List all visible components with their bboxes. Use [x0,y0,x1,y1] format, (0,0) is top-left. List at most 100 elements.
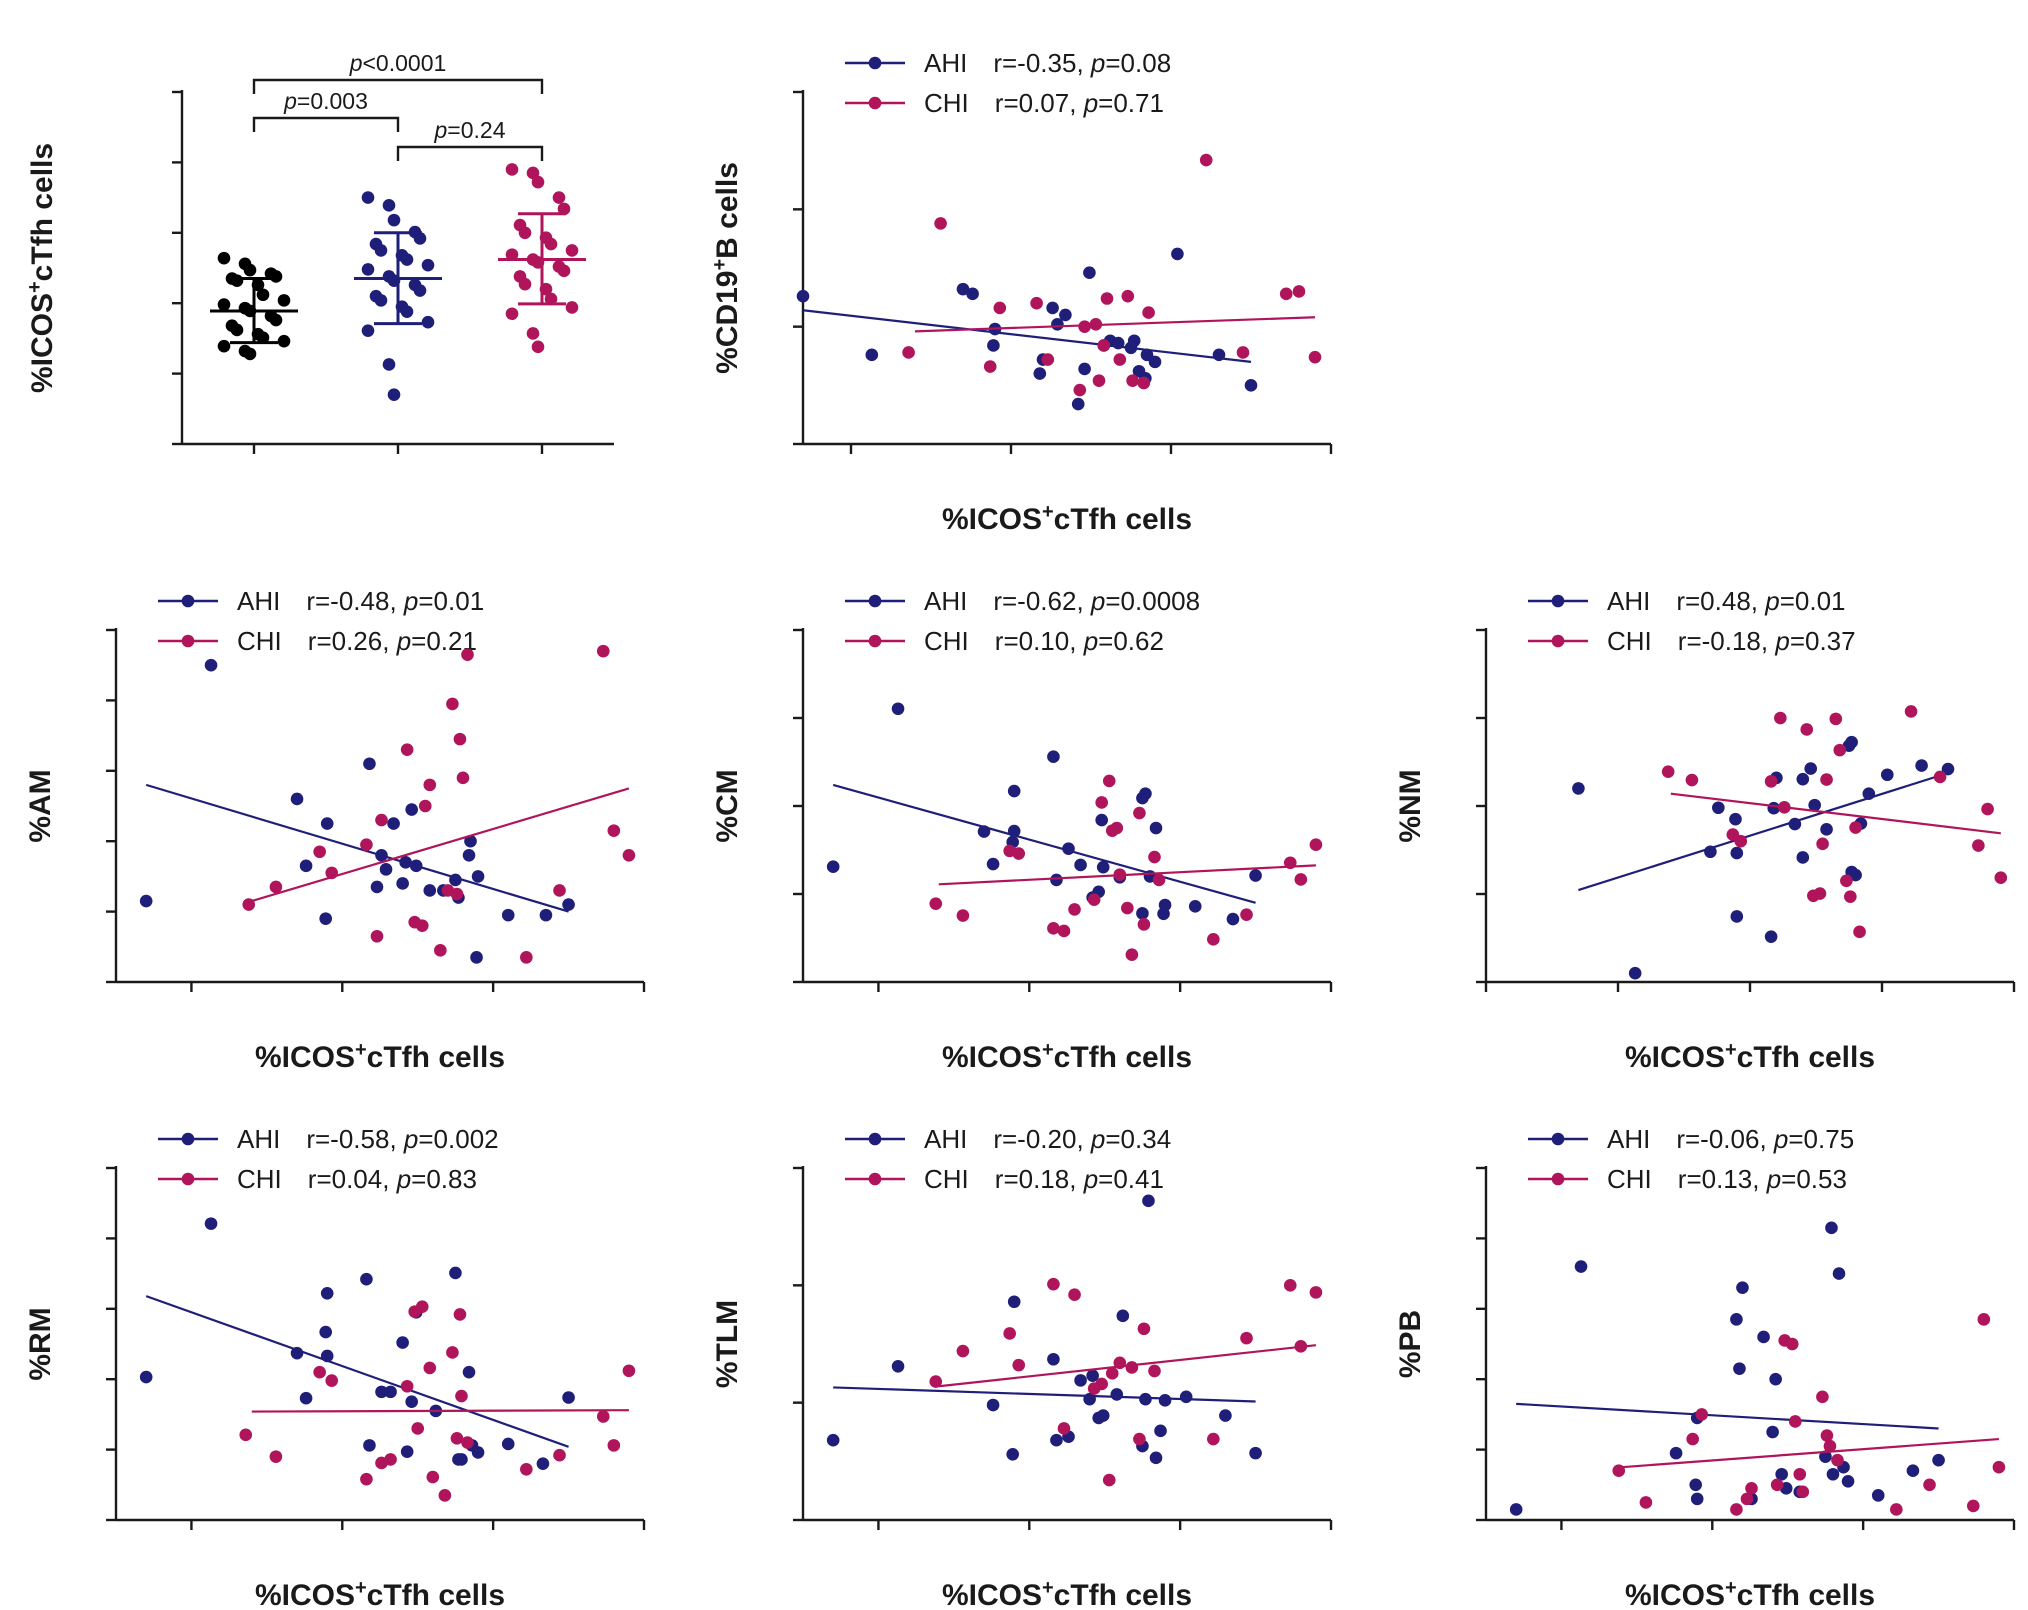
data-point [544,292,558,306]
data-point [505,307,519,321]
data-point [536,1457,550,1470]
data-point [1149,1451,1163,1465]
data-point [1249,1446,1262,1460]
data-point [1207,933,1220,946]
p-value: =0.003 [297,88,368,114]
legend-label: CHI r=0.04, p=0.83 [237,1164,477,1194]
data-point [1105,1367,1119,1380]
data-point [1087,893,1101,907]
significance-bracket [252,78,544,94]
data-point [1068,903,1081,916]
x-axis-title-sup: + [1042,501,1054,523]
legend-marker [181,594,195,608]
data-point [1813,887,1827,900]
data-point [1148,850,1161,864]
data-point [1046,301,1059,315]
data-point [453,1308,467,1321]
data-point [360,1272,373,1286]
series-ahi [826,1194,1262,1465]
data-point [471,1446,485,1459]
data-point [1047,1277,1060,1291]
data-point [1188,900,1202,913]
data-point [1137,376,1151,390]
data-point [375,1385,388,1399]
data-point [375,848,388,862]
y-axis-title-text: %ICOS [26,293,59,393]
legend-entry-chi: CHI r=0.26, p=0.21 [158,626,477,656]
y-axis-title: %NM [1394,769,1427,842]
data-point [1820,773,1833,786]
data-point [446,1346,459,1359]
data-point [462,848,476,862]
data-point [256,331,270,344]
data-point [622,1364,636,1378]
data-point [1121,289,1135,303]
data-point [1095,796,1108,809]
p-symbol: p [1083,1164,1098,1194]
data-point [983,360,997,373]
legend-stat: r=-0.20, [993,1124,1091,1154]
data-point [902,346,915,359]
data-point [421,258,435,272]
p-value: =0.0008 [1105,586,1200,616]
x-axis-title-sup: + [355,1039,367,1061]
x-axis-title-text: %ICOS [1625,1579,1725,1610]
p-value: =0.08 [1105,48,1171,78]
x-axis-title-sup: + [1042,1039,1054,1061]
data-point [501,1437,515,1451]
data-point [1073,383,1087,397]
data-point [387,817,400,830]
data-point [462,1365,476,1379]
x-axis-title-text: cTfh cells [367,1041,505,1074]
data-point [1844,890,1857,903]
data-point [1308,350,1322,364]
p-value: =0.37 [1790,626,1856,656]
data-point [1068,1288,1081,1302]
data-point [382,199,396,212]
data-point [1179,1390,1193,1404]
data-point [396,1336,409,1349]
data-point [1862,787,1876,800]
data-point [1086,1369,1099,1382]
legend-stat: r=0.10, [995,626,1084,656]
legend-label: AHI r=-0.58, p=0.002 [237,1124,499,1154]
data-point [622,848,636,862]
data-point [1740,1492,1754,1506]
data-point [1003,1327,1016,1340]
group-ahi [354,191,442,402]
data-point [256,288,270,302]
data-point [1154,1424,1167,1438]
data-point [929,897,943,910]
significance-bracket [252,116,400,132]
data-point [1994,871,2008,885]
legend-entry-chi: CHI r=0.18, p=0.41 [845,1164,1164,1194]
data-point [1690,1492,1704,1506]
legend-marker [1551,1132,1565,1146]
x-axis-title: %ICOS+cTfh cells [255,1039,505,1074]
data-point [411,1422,425,1435]
data-point [531,175,545,189]
data-point [1007,824,1021,838]
data-point [1736,1281,1749,1294]
data-point [325,1374,339,1387]
data-point [986,857,1000,871]
legend-entry-chi: CHI r=0.07, p=0.71 [845,88,1164,118]
data-point [1661,765,1675,778]
data-point [565,301,579,314]
legend-label: CHI r=0.26, p=0.21 [237,626,477,656]
data-point [1050,1433,1063,1447]
data-point [461,1436,474,1449]
data-point [1729,812,1742,826]
data-point [1110,821,1124,835]
y-axis-title-text: B cells [711,162,744,259]
data-point [360,838,373,852]
data-point [1226,912,1240,926]
y-axis-title-text: cTfh cells [26,143,59,281]
data-point [1981,802,1994,816]
legend-series-name: CHI [924,88,969,118]
p-value: =0.83 [411,1164,477,1194]
data-point [1309,1286,1323,1299]
data-point [1050,873,1063,887]
legend-entry-chi: CHI r=0.13, p=0.53 [1528,1164,1847,1194]
